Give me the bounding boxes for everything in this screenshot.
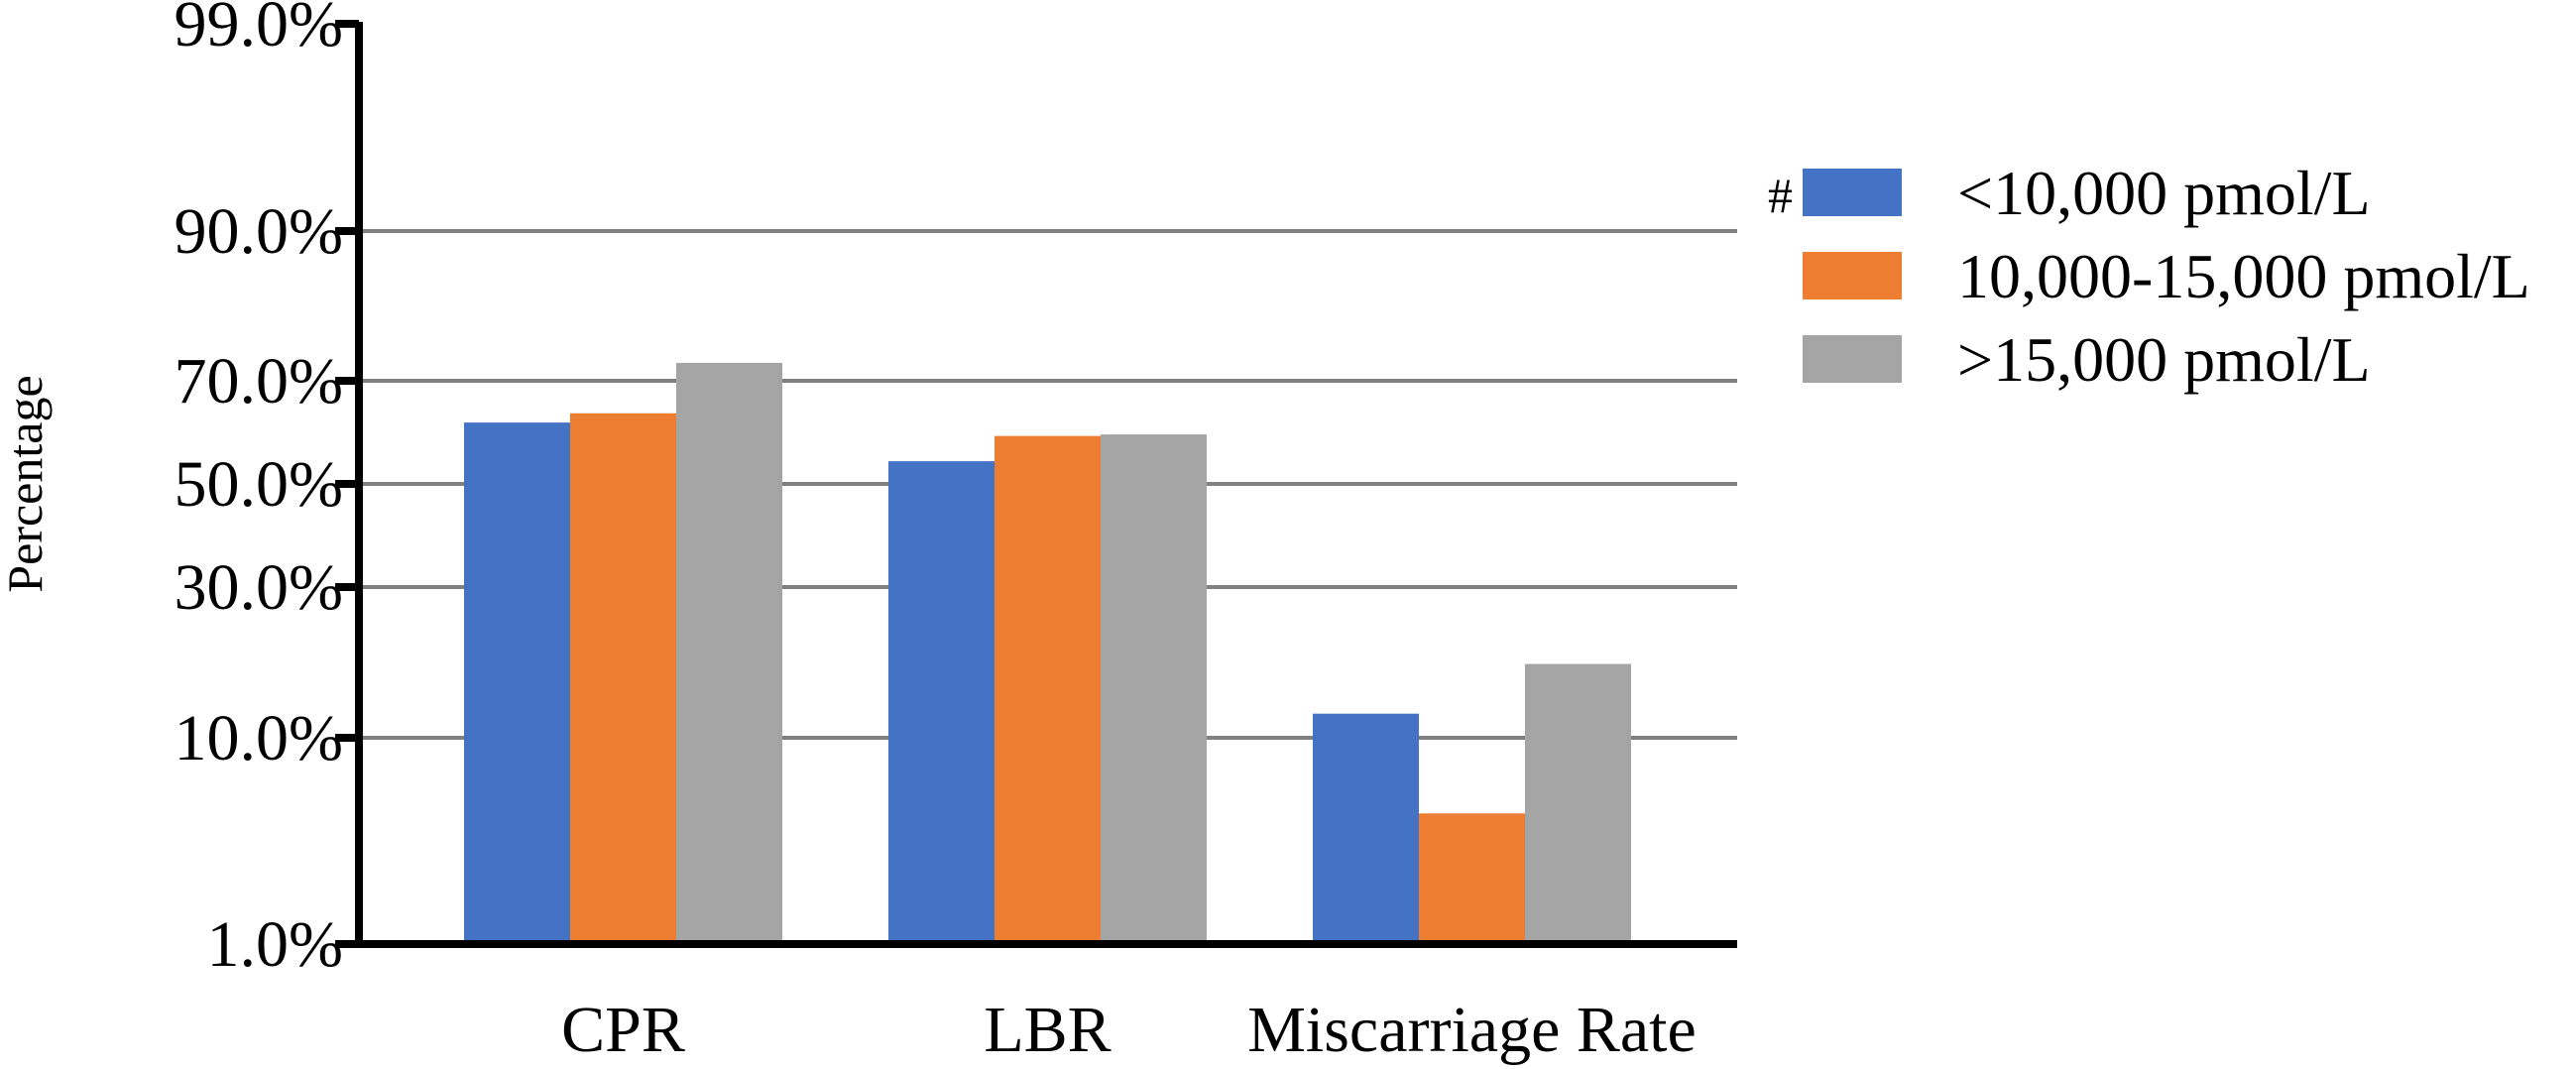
legend: <10,000 pmol/L 10,000-15,000 pmol/L >15,00… [1768, 158, 2530, 395]
y-tick-label: 50.0% [175, 448, 343, 521]
bar-lbr-series-3 [1101, 434, 1207, 945]
bar-miscarriage-rate-series-2 [1419, 813, 1525, 944]
y-tick-label: 90.0% [175, 195, 343, 268]
legend-label: <10,000 pmol/L [1957, 158, 2371, 228]
legend-swatch [1803, 335, 1902, 383]
legend-swatch [1803, 169, 1902, 216]
bar-miscarriage-rate-series-1 [1313, 713, 1419, 944]
legend-swatch [1803, 252, 1902, 299]
bar-lbr-series-2 [995, 435, 1101, 944]
legend-label: >15,000 pmol/L [1957, 324, 2371, 395]
bar-cpr-series-2 [570, 413, 676, 944]
y-tick-label: 30.0% [175, 551, 343, 624]
x-category-label: CPR [561, 994, 685, 1066]
x-labels: CPR LBR Miscarriage Rate [561, 994, 1697, 1066]
x-category-label: Miscarriage Rate [1247, 994, 1697, 1066]
bar-miscarriage-rate-series-3 [1525, 663, 1631, 944]
y-ticks: 99.0% 90.0% 70.0% 50.0% 30.0% 10.0% 1.0% [175, 0, 359, 981]
y-tick-label: 1.0% [207, 908, 343, 981]
bar-lbr-series-1 [888, 461, 995, 944]
significance-marker: # [1768, 168, 1793, 223]
bar-cpr-series-3 [676, 362, 782, 944]
bars [464, 362, 1631, 945]
legend-label: 10,000-15,000 pmol/L [1957, 241, 2530, 311]
y-axis-label: Percentage [0, 375, 53, 592]
y-tick-label: 70.0% [175, 345, 343, 417]
y-tick-label: 10.0% [175, 702, 343, 774]
y-tick-label: 99.0% [175, 0, 343, 60]
bar-cpr-series-1 [464, 422, 570, 944]
x-category-label: LBR [984, 994, 1111, 1066]
